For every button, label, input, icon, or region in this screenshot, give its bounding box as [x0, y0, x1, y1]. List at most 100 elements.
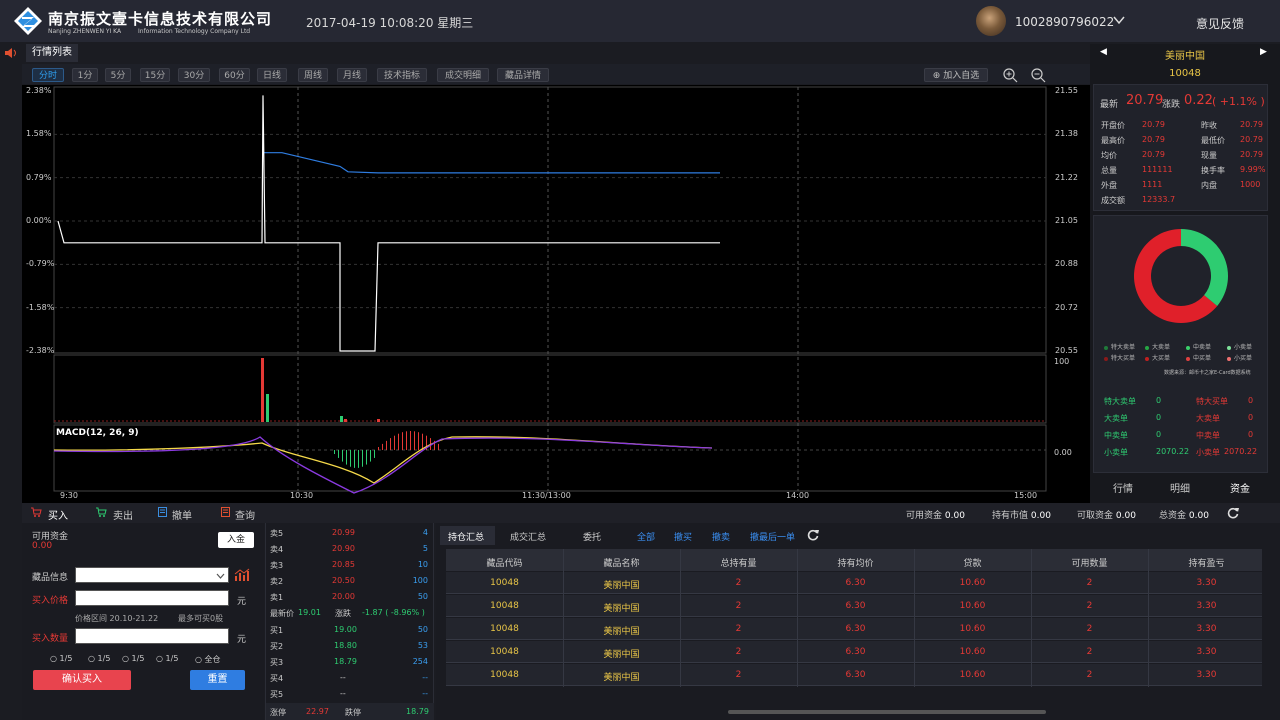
- period-button-0[interactable]: 分时: [32, 68, 64, 82]
- period-button-3[interactable]: 15分: [140, 68, 170, 82]
- deposit-button[interactable]: 入金: [218, 532, 254, 548]
- macd-bar: [426, 435, 427, 450]
- period-button-6[interactable]: 日线: [257, 68, 287, 82]
- right-tick-6: 20.55: [1055, 346, 1078, 355]
- macd-bar: [358, 450, 359, 468]
- table-cell: 10048: [490, 578, 519, 588]
- horizontal-scrollbar[interactable]: [728, 710, 1046, 714]
- macd-bar: [406, 431, 407, 450]
- period-button-4[interactable]: 30分: [178, 68, 210, 82]
- stat-value: 20.79: [1240, 120, 1263, 129]
- tab-cancel[interactable]: 撤单: [172, 511, 192, 522]
- macd-bar: [386, 440, 387, 450]
- table-cell: 10048: [490, 670, 519, 680]
- tab-sell[interactable]: 卖出: [113, 511, 133, 522]
- sell-level-price[interactable]: 20.85: [332, 560, 355, 569]
- sell-level-price[interactable]: 20.99: [332, 528, 355, 537]
- volume-bar-2: [340, 416, 343, 422]
- tab-buy[interactable]: 买入: [48, 511, 68, 522]
- positions-tab-2[interactable]: 委托: [583, 533, 602, 543]
- qty-unit: 元: [237, 635, 247, 645]
- period-button-5[interactable]: 60分: [219, 68, 250, 82]
- flow-buy-value: 0: [1248, 396, 1254, 405]
- macd-bar: [402, 432, 403, 450]
- buy-level-price[interactable]: 18.80: [334, 641, 357, 650]
- table-row[interactable]: [446, 572, 1262, 594]
- left-tick-0: 2.38%: [26, 86, 52, 95]
- sell-level-price[interactable]: 20.50: [332, 576, 355, 585]
- reset-button[interactable]: 重置: [190, 670, 245, 690]
- item-select[interactable]: [75, 567, 229, 583]
- sell-level-price[interactable]: 20.00: [332, 592, 355, 601]
- fraction-radio[interactable]: ○ 全仓: [195, 655, 221, 664]
- zoom-in-icon[interactable]: [1002, 67, 1018, 83]
- chart-icon[interactable]: [234, 568, 250, 582]
- positions-action-1[interactable]: 撤买: [674, 533, 693, 543]
- period-button-2[interactable]: 5分: [105, 68, 131, 82]
- prev-item-icon[interactable]: ◀: [1100, 47, 1107, 57]
- macd-bar: [374, 450, 375, 458]
- intraday-chart[interactable]: [22, 85, 1090, 503]
- confirm-buy-button[interactable]: 确认买入: [33, 670, 131, 690]
- table-cell: 6.30: [845, 578, 866, 588]
- positions-action-0[interactable]: 全部: [637, 533, 656, 543]
- legend-label: 中买单: [1193, 355, 1212, 362]
- buy-level-price[interactable]: 19.00: [334, 625, 357, 634]
- buy-price-input[interactable]: [75, 590, 229, 606]
- tab-market-list[interactable]: 行情列表: [26, 44, 78, 62]
- positions-action-2[interactable]: 撤卖: [712, 533, 731, 543]
- refresh-icon[interactable]: [1226, 506, 1240, 520]
- table-row[interactable]: [446, 618, 1262, 640]
- zoom-out-icon[interactable]: [1030, 67, 1046, 83]
- fraction-radio[interactable]: ○ 1/5: [50, 654, 73, 663]
- change-label: 涨跌: [1162, 100, 1181, 110]
- speaker-icon[interactable]: [4, 47, 18, 59]
- positions-action-3[interactable]: 撤最后一单: [750, 533, 796, 543]
- change-value: -1.87 ( -8.96% ): [362, 608, 425, 617]
- stat-label: 昨收: [1201, 121, 1217, 130]
- fraction-radio[interactable]: ○ 1/5: [156, 654, 179, 663]
- add-favorite-button[interactable]: ⊕ 加入自选: [924, 68, 988, 82]
- period-button-9[interactable]: 技术指标: [377, 68, 427, 82]
- stat-value: 20.79: [1142, 135, 1165, 144]
- period-button-8[interactable]: 月线: [337, 68, 367, 82]
- tab-query[interactable]: 查询: [235, 511, 255, 522]
- period-button-7[interactable]: 周线: [298, 68, 328, 82]
- macd-bar: [410, 431, 411, 450]
- x-tick-3: 14:00: [786, 491, 810, 500]
- buy-level-price[interactable]: --: [340, 673, 346, 682]
- feedback-link[interactable]: 意见反馈: [1196, 17, 1245, 31]
- donut-sell-slice: [1134, 229, 1218, 323]
- change-label: 涨跌: [335, 609, 351, 618]
- table-row[interactable]: [446, 641, 1262, 663]
- fraction-radio[interactable]: ○ 1/5: [122, 654, 145, 663]
- table-cell: 6.30: [845, 670, 866, 680]
- period-button-10[interactable]: 成交明细: [437, 68, 489, 82]
- buy-level-price[interactable]: --: [340, 689, 346, 698]
- macd-bar: [362, 450, 363, 467]
- positions-tab-0[interactable]: 持仓汇总: [448, 533, 485, 543]
- panel-tab-0[interactable]: 行情: [1113, 484, 1133, 495]
- buy-level-price[interactable]: 18.79: [334, 657, 357, 666]
- positions-tab-1[interactable]: 成交汇总: [510, 533, 547, 543]
- fraction-radio[interactable]: ○ 1/5: [88, 654, 111, 663]
- sell-level-price[interactable]: 20.90: [332, 544, 355, 553]
- panel-tab-1[interactable]: 明细: [1170, 484, 1190, 495]
- left-tick-3: 0.00%: [26, 216, 52, 225]
- flow-buy-label: 中卖单: [1196, 431, 1220, 440]
- limit-up-value: 22.97: [306, 707, 329, 716]
- column-divider: [1148, 549, 1149, 687]
- avatar[interactable]: [976, 6, 1006, 36]
- buy-qty-input[interactable]: [75, 628, 229, 644]
- period-button-1[interactable]: 1分: [72, 68, 98, 82]
- table-row[interactable]: [446, 595, 1262, 617]
- legend-dot: [1186, 356, 1190, 361]
- period-button-11[interactable]: 藏品详情: [497, 68, 549, 82]
- table-row[interactable]: [446, 664, 1262, 686]
- legend-label: 大买单: [1152, 355, 1171, 362]
- next-item-icon[interactable]: ▶: [1260, 47, 1267, 57]
- refresh-positions-icon[interactable]: [806, 528, 820, 542]
- panel-tab-2[interactable]: 资金: [1230, 484, 1250, 495]
- chevron-down-icon[interactable]: [1112, 13, 1126, 27]
- sell-level-qty: 50: [417, 592, 428, 601]
